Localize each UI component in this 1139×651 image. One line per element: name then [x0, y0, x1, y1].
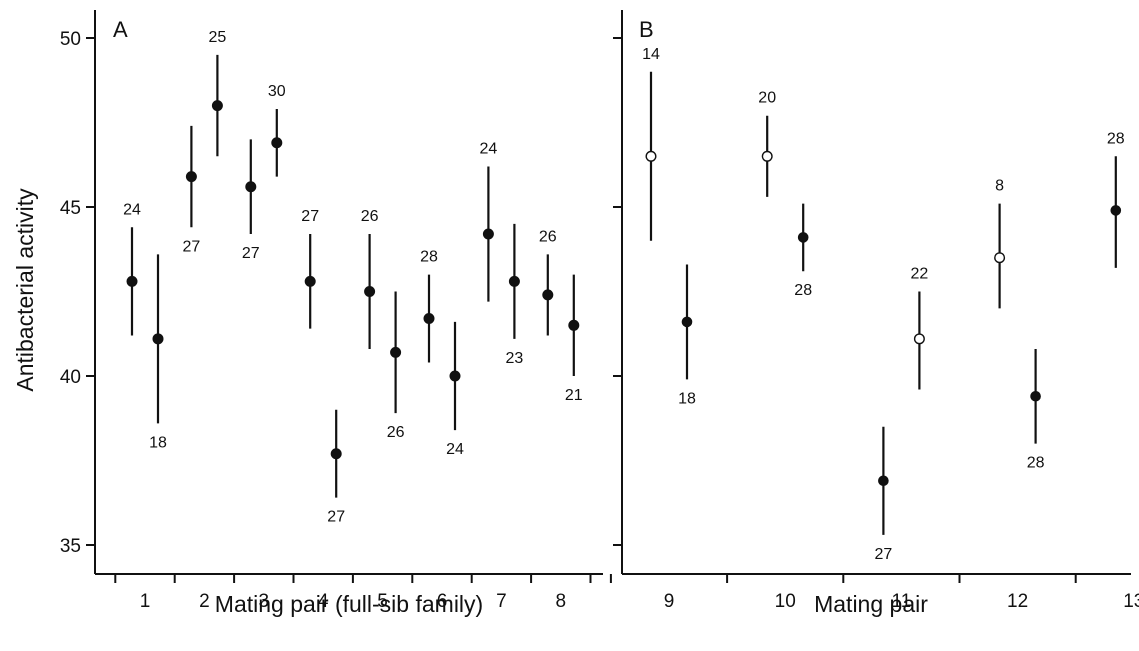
data-point-filled: [390, 346, 402, 358]
panel-b: B Mating pair 9 10 11 12 13 14 18 20 28 27 22 8 28 28…: [609, 10, 1139, 617]
panel-a-x-tick-label: 5: [377, 591, 388, 612]
data-point-filled: [1110, 205, 1122, 216]
panel-a-x-tick-label: 1: [140, 591, 151, 612]
panel-a-x-tick-label: 4: [318, 591, 329, 612]
sample-size-label: 24: [446, 441, 464, 458]
panel-b-x-tick-label: 10: [775, 591, 796, 612]
data-point-filled: [797, 232, 809, 243]
data-point-filled: [126, 275, 138, 287]
data-point-filled: [245, 181, 257, 193]
panel-b-x-tick-label: 11: [892, 591, 912, 612]
y-axis-title: Antibacterial activity: [12, 188, 38, 392]
sample-size-label: 26: [387, 424, 405, 441]
data-point-filled: [152, 333, 164, 345]
sample-size-label: 18: [149, 434, 167, 451]
y-tick-label: 35: [60, 536, 81, 557]
panel-b-x-tick-label: 12: [1007, 591, 1028, 612]
sample-size-label: 22: [911, 266, 929, 283]
data-point-open: [645, 150, 657, 162]
data-point-filled: [364, 286, 376, 297]
sample-size-label: 26: [361, 208, 379, 225]
panel-a-x-tick-label: 6: [437, 591, 448, 612]
panel-a: A Mating pair (full-sib family) 35404550…: [60, 10, 603, 617]
panel-b-label: B: [639, 17, 654, 42]
data-point-open: [761, 150, 773, 162]
sample-size-label: 27: [183, 238, 201, 255]
data-point-filled: [508, 275, 520, 287]
panel-a-x-tick-label: 7: [496, 591, 507, 612]
panel-a-x-tick-label: 2: [199, 591, 210, 612]
panel-b-x-tick-label: 9: [664, 591, 675, 612]
sample-size-label: 21: [565, 387, 583, 404]
panel-a-x-tick-label: 8: [556, 591, 567, 612]
sample-size-label: 28: [794, 282, 812, 299]
sample-size-label: 30: [268, 83, 286, 100]
panel-b-x-tick-label: 13: [1123, 591, 1139, 612]
sample-size-label: 24: [480, 140, 498, 157]
data-point-open: [994, 252, 1006, 264]
sample-size-label: 14: [642, 46, 660, 63]
data-point-filled: [1030, 390, 1041, 402]
y-tick-label: 50: [60, 29, 81, 50]
data-point-filled: [304, 275, 316, 287]
sample-size-label: 25: [209, 29, 227, 46]
sample-size-label: 20: [758, 90, 776, 107]
data-point-filled: [878, 475, 889, 487]
data-point-filled: [211, 100, 223, 112]
data-point-filled: [542, 289, 554, 301]
sample-size-label: 27: [875, 546, 893, 563]
data-point-filled: [423, 313, 435, 325]
data-point-filled: [568, 319, 580, 331]
sample-size-label: 27: [242, 245, 260, 262]
sample-size-label: 28: [1027, 455, 1045, 472]
sample-size-label: 27: [301, 208, 319, 225]
y-tick-label: 45: [60, 198, 81, 219]
data-point-filled: [482, 228, 494, 240]
panel-b-x-axis-title: Mating pair: [814, 591, 928, 617]
sample-size-label: 28: [420, 249, 438, 266]
sample-size-label: 18: [678, 390, 696, 407]
data-point-open: [913, 333, 925, 345]
sample-size-label: 28: [1107, 130, 1125, 147]
sample-size-label: 23: [506, 350, 524, 367]
data-point-filled: [271, 137, 283, 149]
panel-a-x-tick-label: 3: [259, 591, 270, 612]
data-point-filled: [449, 370, 461, 382]
y-tick-label: 40: [60, 367, 81, 388]
data-point-filled: [330, 448, 342, 460]
sample-size-label: 8: [995, 178, 1004, 195]
sample-size-label: 24: [123, 201, 141, 218]
panel-a-x-axis-title: Mating pair (full-sib family): [215, 591, 483, 617]
panel-a-label: A: [113, 17, 128, 42]
sample-size-label: 26: [539, 228, 557, 245]
data-point-filled: [681, 316, 693, 328]
sample-size-label: 27: [327, 509, 345, 526]
data-point-filled: [185, 171, 197, 183]
